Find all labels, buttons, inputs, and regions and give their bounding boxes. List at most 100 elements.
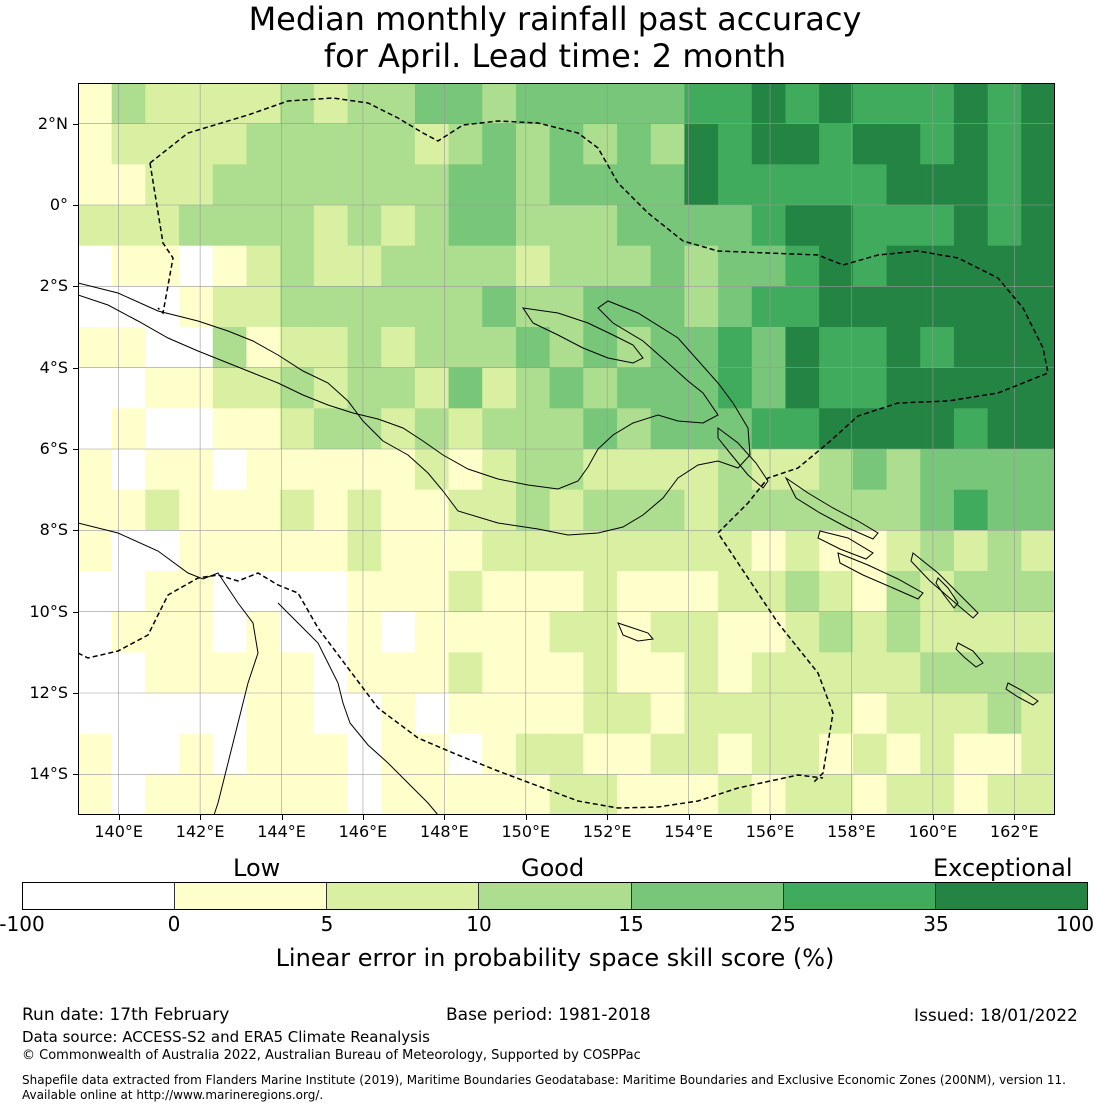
skill-grid-cell — [987, 408, 1022, 450]
skill-grid-cell — [650, 571, 685, 613]
skill-grid-cell — [246, 164, 281, 206]
latitude-tick-mark — [73, 530, 78, 532]
skill-grid-cell — [212, 693, 247, 735]
skill-grid-cell — [515, 123, 551, 165]
skill-grid-cell — [549, 245, 584, 287]
skill-grid-cell — [145, 205, 180, 247]
skill-grid-cell — [920, 733, 955, 775]
skill-grid-cell — [718, 489, 753, 531]
colorbar-title: Linear error in probability space skill … — [275, 944, 835, 972]
skill-grid-cell — [313, 774, 349, 815]
skill-grid-cell — [448, 205, 483, 247]
skill-grid-cell — [549, 286, 584, 328]
skill-grid-cell — [920, 83, 955, 125]
skill-grid-cell — [78, 205, 113, 247]
skill-grid-cell — [819, 164, 854, 206]
skill-grid-cell — [212, 205, 247, 247]
latitude-tick-label: 10°S — [29, 601, 68, 621]
new-guinea-coastline — [78, 282, 751, 536]
skill-grid-cell — [953, 489, 989, 531]
skill-grid-cell — [448, 367, 483, 409]
skill-grid-cell — [751, 245, 786, 287]
louisiade-islands — [617, 622, 654, 642]
skill-grid-cell — [313, 408, 349, 450]
skill-grid-cell — [953, 164, 989, 206]
skill-grid-cell — [953, 286, 989, 328]
skill-grid-cell — [347, 693, 382, 735]
skill-grid-cell — [78, 652, 113, 694]
skill-grid-cell — [280, 327, 315, 369]
skill-grid-cell — [246, 245, 281, 287]
skill-grid-cell — [886, 733, 921, 775]
skill-grid-cell — [347, 449, 382, 491]
skill-grid-cell — [313, 164, 349, 206]
skill-grid-cell — [953, 408, 989, 450]
map-gridlines — [78, 83, 1055, 815]
skill-grid-cell — [785, 123, 820, 165]
skill-grid-cell — [448, 571, 483, 613]
skill-grid-cell — [583, 530, 618, 572]
skill-grid-cell — [549, 164, 584, 206]
skill-grid-cell — [920, 652, 955, 694]
skill-grid-cell — [886, 327, 921, 369]
latitude-tick-label: 2°N — [37, 113, 68, 133]
skill-grid-cell — [1021, 611, 1055, 653]
skill-grid-cell — [583, 367, 618, 409]
skill-grid-cell — [381, 327, 416, 369]
skill-grid-cell — [751, 286, 786, 328]
skill-grid-cell — [280, 83, 315, 125]
skill-grid-cell — [448, 489, 483, 531]
latitude-tick-label: 14°S — [29, 764, 68, 784]
skill-grid-cell — [381, 286, 416, 328]
bougainville-island — [717, 427, 769, 489]
skill-grid-cell — [1021, 530, 1055, 572]
skill-grid-cell — [145, 164, 180, 206]
skill-grid-cell — [886, 449, 921, 491]
skill-grid-cell — [1021, 571, 1055, 613]
skill-grid-cell — [212, 530, 247, 572]
skill-grid-cell — [515, 774, 551, 815]
skill-grid-cell — [549, 611, 584, 653]
colorbar-tick-label: 35 — [923, 912, 949, 936]
skill-grid-cell — [1021, 489, 1055, 531]
skill-grid-cell — [886, 205, 921, 247]
skill-grid-cell — [1021, 205, 1055, 247]
latitude-tick-label: 4°S — [39, 357, 68, 377]
skill-grid-cell — [920, 123, 955, 165]
shapefile-credit-line-1: Shapefile data extracted from Flanders M… — [22, 1073, 1066, 1087]
skill-grid-cell — [111, 164, 146, 206]
skill-grid-cell — [78, 733, 113, 775]
skill-score-colorbar — [22, 882, 1088, 910]
skill-grid-cell — [381, 164, 416, 206]
skill-grid-cell — [617, 449, 652, 491]
skill-grid-cell — [212, 449, 247, 491]
skill-grid-cell — [718, 652, 753, 694]
skill-grid-cell — [920, 611, 955, 653]
png-eez-boundary — [149, 97, 1049, 784]
skill-grid-cell — [819, 733, 854, 775]
colorbar-segment — [631, 883, 784, 909]
colorbar-tick-label: 100 — [1055, 912, 1095, 936]
skill-grid-cell — [414, 733, 450, 775]
skill-grid-cell — [414, 367, 450, 409]
skill-grid-cell — [313, 449, 349, 491]
skill-grid-cell — [650, 205, 685, 247]
skill-grid-cell — [313, 205, 349, 247]
skill-grid-cell — [684, 123, 719, 165]
skill-grid-cell — [246, 774, 281, 815]
skill-grid-cell — [179, 205, 214, 247]
skill-grid-cell — [886, 123, 921, 165]
skill-grid-cell — [381, 245, 416, 287]
skill-grid-cell — [515, 652, 551, 694]
skill-grid-cell — [819, 327, 854, 369]
skill-grid-cell — [886, 83, 921, 125]
shapefile-credit-line-2: Available online at http://www.marinereg… — [22, 1088, 324, 1102]
colorbar-segment — [935, 883, 1087, 909]
skill-grid-cell — [482, 693, 517, 735]
legend-category-exceptional: Exceptional — [933, 854, 1073, 882]
longitude-tick-mark — [770, 815, 772, 820]
skill-grid-cell — [549, 408, 584, 450]
skill-grid-cell — [246, 408, 281, 450]
skill-grid-cell — [819, 611, 854, 653]
skill-grid-cell — [212, 652, 247, 694]
